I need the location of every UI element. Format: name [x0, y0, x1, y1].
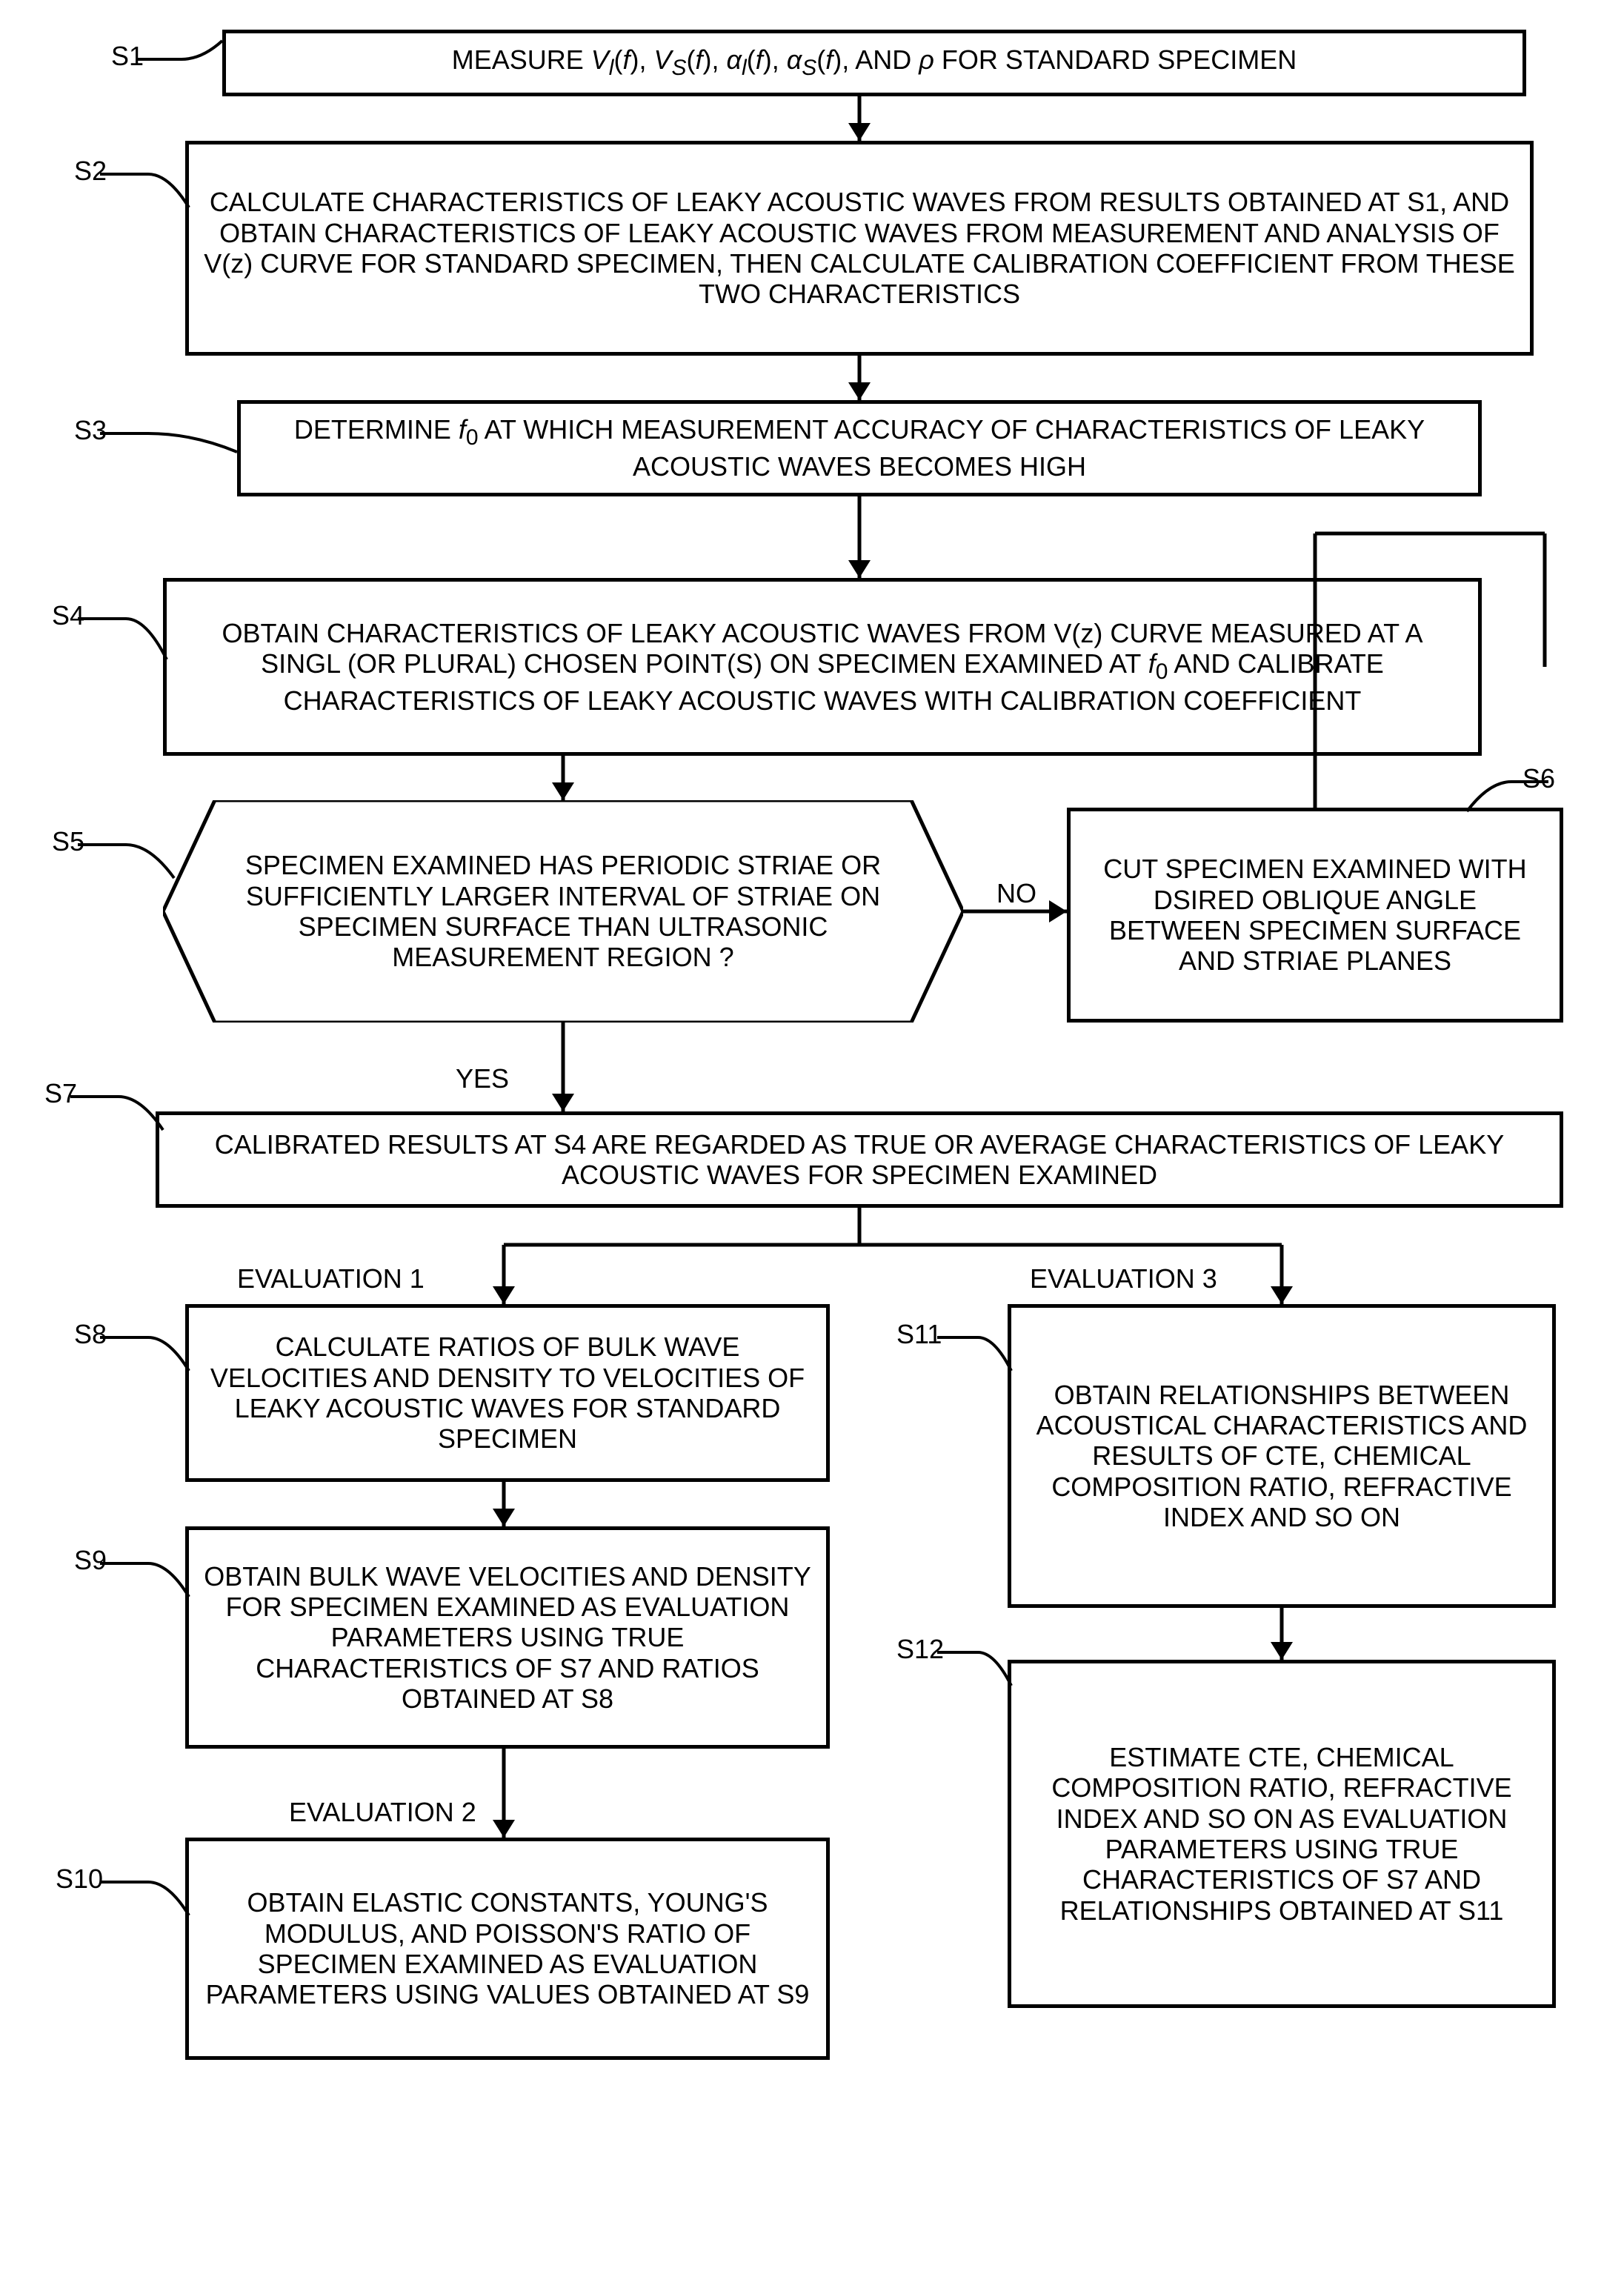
step-box-s3: DETERMINE f0 AT WHICH MEASUREMENT ACCURA… [237, 400, 1482, 496]
step-text-s2: CALCULATE CHARACTERISTICS OF LEAKY ACOUS… [204, 187, 1515, 310]
step-label-s2: S2 [74, 156, 107, 187]
edge-label-no: NO [996, 878, 1036, 909]
step-label-s12: S12 [896, 1634, 944, 1665]
step-box-s2: CALCULATE CHARACTERISTICS OF LEAKY ACOUS… [185, 141, 1534, 356]
step-text-s6: CUT SPECIMEN EXAMINED WITH DSIRED OBLIQU… [1085, 854, 1545, 977]
flowchart-root: MEASURE Vl(f), VS(f), αl(f), αS(f), AND … [30, 30, 1594, 2264]
edge-label-yes: YES [456, 1063, 509, 1094]
step-label-s4: S4 [52, 600, 84, 631]
step-box-s1: MEASURE Vl(f), VS(f), αl(f), αS(f), AND … [222, 30, 1526, 96]
step-box-s4: OBTAIN CHARACTERISTICS OF LEAKY ACOUSTIC… [163, 578, 1482, 756]
step-box-s9: OBTAIN BULK WAVE VELOCITIES AND DENSITY … [185, 1526, 830, 1749]
decision-s5: SPECIMEN EXAMINED HAS PERIODIC STRIAE OR… [163, 800, 963, 1023]
step-label-s11: S11 [896, 1319, 942, 1350]
step-text-s1: MEASURE Vl(f), VS(f), αl(f), αS(f), AND … [452, 44, 1297, 82]
step-box-s10: OBTAIN ELASTIC CONSTANTS, YOUNG'S MODULU… [185, 1838, 830, 2060]
step-box-s7: CALIBRATED RESULTS AT S4 ARE REGARDED AS… [156, 1111, 1563, 1208]
step-label-s8: S8 [74, 1319, 107, 1350]
eval-label-e1: EVALUATION 1 [237, 1263, 425, 1294]
step-box-s11: OBTAIN RELATIONSHIPS BETWEEN ACOUSTICAL … [1008, 1304, 1556, 1608]
step-text-s11: OBTAIN RELATIONSHIPS BETWEEN ACOUSTICAL … [1026, 1380, 1537, 1533]
eval-label-e3: EVALUATION 3 [1030, 1263, 1217, 1294]
step-text-s10: OBTAIN ELASTIC CONSTANTS, YOUNG'S MODULU… [204, 1887, 811, 2010]
step-box-s12: ESTIMATE CTE, CHEMICAL COMPOSITION RATIO… [1008, 1660, 1556, 2008]
step-box-s8: CALCULATE RATIOS OF BULK WAVE VELOCITIES… [185, 1304, 830, 1482]
step-box-s6: CUT SPECIMEN EXAMINED WITH DSIRED OBLIQU… [1067, 808, 1563, 1023]
step-label-s1: S1 [111, 41, 144, 72]
step-text-s3: DETERMINE f0 AT WHICH MEASUREMENT ACCURA… [256, 414, 1463, 482]
step-label-s6: S6 [1522, 763, 1555, 794]
step-text-s5: SPECIMEN EXAMINED HAS PERIODIC STRIAE OR… [215, 808, 911, 1015]
step-text-s4: OBTAIN CHARACTERISTICS OF LEAKY ACOUSTIC… [182, 618, 1463, 716]
step-text-s8: CALCULATE RATIOS OF BULK WAVE VELOCITIES… [204, 1331, 811, 1454]
step-label-s10: S10 [56, 1864, 103, 1895]
step-label-s7: S7 [44, 1078, 77, 1109]
step-text-s7: CALIBRATED RESULTS AT S4 ARE REGARDED AS… [174, 1129, 1545, 1191]
step-text-s9: OBTAIN BULK WAVE VELOCITIES AND DENSITY … [204, 1561, 811, 1715]
step-text-s12: ESTIMATE CTE, CHEMICAL COMPOSITION RATIO… [1026, 1742, 1537, 1926]
step-label-s3: S3 [74, 415, 107, 446]
eval-label-e2: EVALUATION 2 [289, 1797, 476, 1828]
step-label-s9: S9 [74, 1545, 107, 1576]
step-label-s5: S5 [52, 826, 84, 857]
